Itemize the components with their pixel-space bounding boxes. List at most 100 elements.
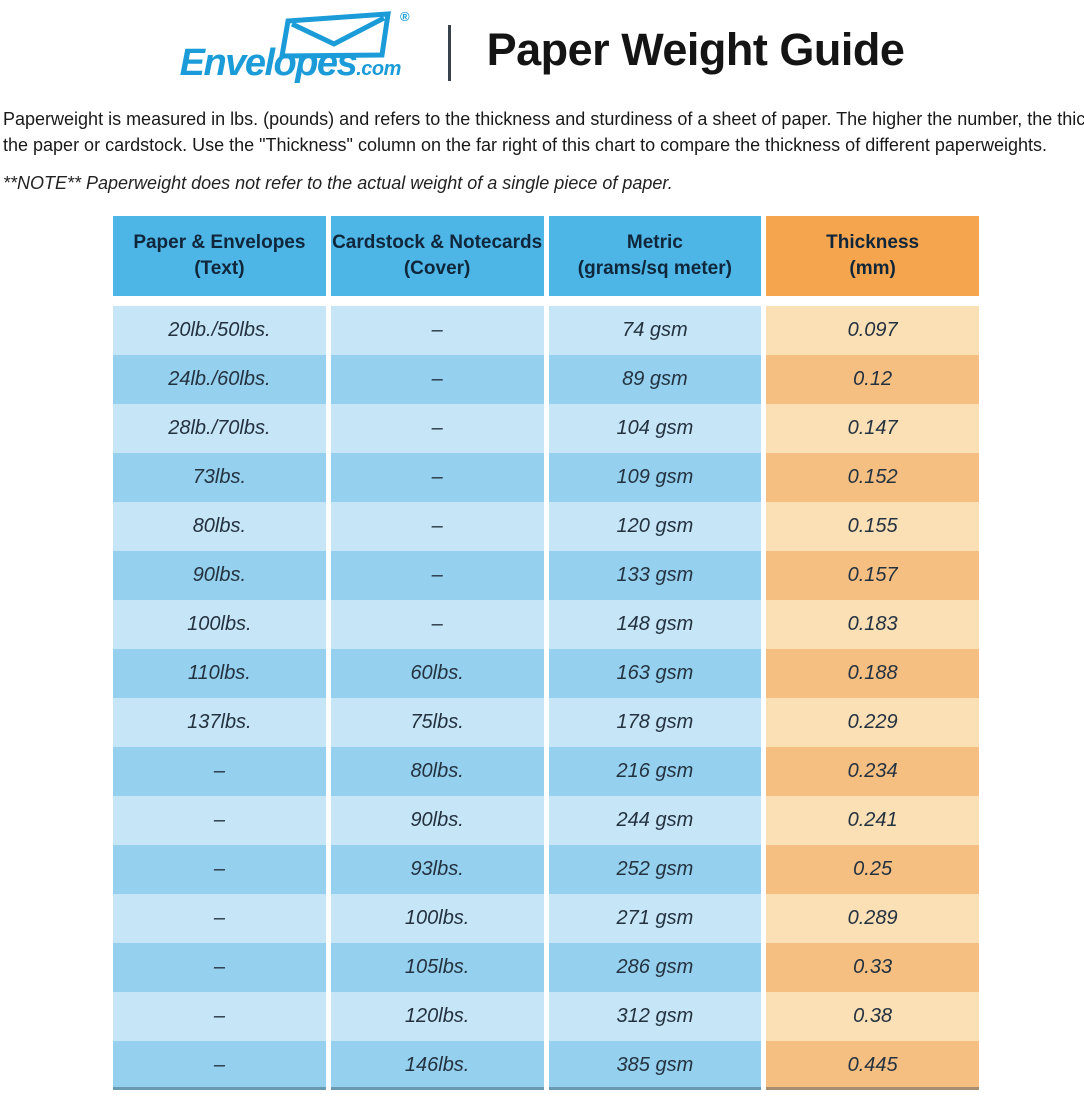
cell-thickness-mm: 0.234 [766, 747, 979, 796]
column-header-line: (Text) [194, 258, 245, 279]
cell-paper-envelopes: – [113, 894, 326, 943]
brand-wordmark: Envelopes.com [179, 42, 402, 85]
cell-metric-gsm: 385 gsm [548, 1041, 762, 1090]
intro-line-1: Paperweight is measured in lbs. (pounds)… [3, 109, 1084, 129]
column-header-line: Paper & Envelopes [133, 232, 306, 253]
cell-cardstock-notecards: – [330, 600, 544, 649]
cell-paper-envelopes: – [113, 796, 326, 845]
cell-thickness-mm: 0.157 [766, 551, 979, 600]
cell-cardstock-notecards: 146lbs. [330, 1041, 544, 1090]
table-body: 20lb./50lbs. – 74 gsm 0.097 24lb./60lbs.… [113, 306, 979, 1090]
cell-paper-envelopes: 73lbs. [113, 453, 326, 502]
cell-thickness-mm: 0.241 [766, 796, 979, 845]
cell-metric-gsm: 216 gsm [548, 747, 762, 796]
table-row: 24lb./60lbs. – 89 gsm 0.12 [113, 355, 979, 404]
cell-paper-envelopes: – [113, 845, 326, 894]
cell-metric-gsm: 104 gsm [548, 404, 762, 453]
table-row: 20lb./50lbs. – 74 gsm 0.097 [113, 306, 979, 355]
table-row: – 100lbs. 271 gsm 0.289 [113, 894, 979, 943]
cell-metric-gsm: 252 gsm [548, 845, 762, 894]
cell-cardstock-notecards: 120lbs. [330, 992, 544, 1041]
column-header-line: Metric [626, 232, 683, 253]
masthead: ® Envelopes.com Paper Weight Guide [0, 0, 1084, 90]
column-header-line: (Cover) [403, 258, 471, 279]
cell-paper-envelopes: 137lbs. [113, 698, 326, 747]
cell-thickness-mm: 0.183 [766, 600, 979, 649]
brand-logo: ® Envelopes.com [180, 9, 412, 91]
cell-metric-gsm: 148 gsm [548, 600, 762, 649]
cell-paper-envelopes: 20lb./50lbs. [113, 306, 326, 355]
cell-metric-gsm: 244 gsm [548, 796, 762, 845]
cell-metric-gsm: 109 gsm [548, 453, 762, 502]
column-header-cardstock-notecards: Cardstock & Notecards (Cover) [330, 216, 544, 296]
table-row: 100lbs. – 148 gsm 0.183 [113, 600, 979, 649]
table-row: – 80lbs. 216 gsm 0.234 [113, 747, 979, 796]
cell-cardstock-notecards: 105lbs. [330, 943, 544, 992]
paper-weight-table: Paper & Envelopes (Text) Cardstock & Not… [113, 216, 979, 1090]
table-row: 90lbs. – 133 gsm 0.157 [113, 551, 979, 600]
cell-cardstock-notecards: 93lbs. [330, 845, 544, 894]
table-row: 73lbs. – 109 gsm 0.152 [113, 453, 979, 502]
column-header-line: (grams/sq meter) [577, 258, 732, 279]
table-row: – 90lbs. 244 gsm 0.241 [113, 796, 979, 845]
column-header-line: (mm) [849, 258, 896, 279]
cell-metric-gsm: 89 gsm [548, 355, 762, 404]
cell-cardstock-notecards: 100lbs. [330, 894, 544, 943]
cell-cardstock-notecards: – [330, 306, 544, 355]
cell-thickness-mm: 0.25 [766, 845, 979, 894]
table-row: 137lbs. 75lbs. 178 gsm 0.229 [113, 698, 979, 747]
cell-cardstock-notecards: – [330, 404, 544, 453]
cell-thickness-mm: 0.445 [766, 1041, 979, 1090]
brand-wordmark-tld: .com [356, 58, 401, 80]
cell-paper-envelopes: 24lb./60lbs. [113, 355, 326, 404]
column-header-line: Thickness [826, 232, 920, 253]
cell-thickness-mm: 0.33 [766, 943, 979, 992]
cell-thickness-mm: 0.38 [766, 992, 979, 1041]
cell-cardstock-notecards: – [330, 355, 544, 404]
table-header-row: Paper & Envelopes (Text) Cardstock & Not… [113, 216, 979, 296]
table-row: – 120lbs. 312 gsm 0.38 [113, 992, 979, 1041]
cell-thickness-mm: 0.188 [766, 649, 979, 698]
cell-thickness-mm: 0.152 [766, 453, 979, 502]
envelope-icon [278, 11, 391, 59]
cell-thickness-mm: 0.155 [766, 502, 979, 551]
cell-cardstock-notecards: – [330, 502, 544, 551]
cell-cardstock-notecards: 60lbs. [330, 649, 544, 698]
cell-thickness-mm: 0.147 [766, 404, 979, 453]
cell-paper-envelopes: 28lb./70lbs. [113, 404, 326, 453]
header-divider [447, 25, 451, 81]
cell-metric-gsm: 271 gsm [548, 894, 762, 943]
cell-paper-envelopes: – [113, 943, 326, 992]
cell-paper-envelopes: 80lbs. [113, 502, 326, 551]
cell-paper-envelopes: 100lbs. [113, 600, 326, 649]
intro-line-2: the paper or cardstock. Use the "Thickne… [3, 135, 1047, 155]
column-header-thickness: Thickness (mm) [766, 216, 979, 296]
cell-cardstock-notecards: – [330, 551, 544, 600]
column-header-line: Cardstock & Notecards [332, 232, 543, 253]
cell-metric-gsm: 120 gsm [548, 502, 762, 551]
column-header-metric: Metric (grams/sq meter) [548, 216, 762, 296]
cell-thickness-mm: 0.12 [766, 355, 979, 404]
brand-wordmark-name: Envelopes [179, 42, 358, 84]
registered-trademark: ® [400, 9, 410, 24]
cell-metric-gsm: 133 gsm [548, 551, 762, 600]
table-row: – 146lbs. 385 gsm 0.445 [113, 1041, 979, 1090]
cell-thickness-mm: 0.289 [766, 894, 979, 943]
note-text: **NOTE** Paperweight does not refer to t… [3, 173, 673, 193]
cell-metric-gsm: 178 gsm [548, 698, 762, 747]
table-row: 28lb./70lbs. – 104 gsm 0.147 [113, 404, 979, 453]
cell-thickness-mm: 0.229 [766, 698, 979, 747]
intro-paragraph: Paperweight is measured in lbs. (pounds)… [3, 106, 1084, 158]
cell-cardstock-notecards: 75lbs. [330, 698, 544, 747]
column-header-paper-envelopes: Paper & Envelopes (Text) [113, 216, 326, 296]
cell-metric-gsm: 312 gsm [548, 992, 762, 1041]
cell-paper-envelopes: 90lbs. [113, 551, 326, 600]
cell-metric-gsm: 74 gsm [548, 306, 762, 355]
cell-cardstock-notecards: 80lbs. [330, 747, 544, 796]
cell-thickness-mm: 0.097 [766, 306, 979, 355]
cell-metric-gsm: 286 gsm [548, 943, 762, 992]
cell-paper-envelopes: – [113, 992, 326, 1041]
table-row: – 93lbs. 252 gsm 0.25 [113, 845, 979, 894]
cell-cardstock-notecards: – [330, 453, 544, 502]
